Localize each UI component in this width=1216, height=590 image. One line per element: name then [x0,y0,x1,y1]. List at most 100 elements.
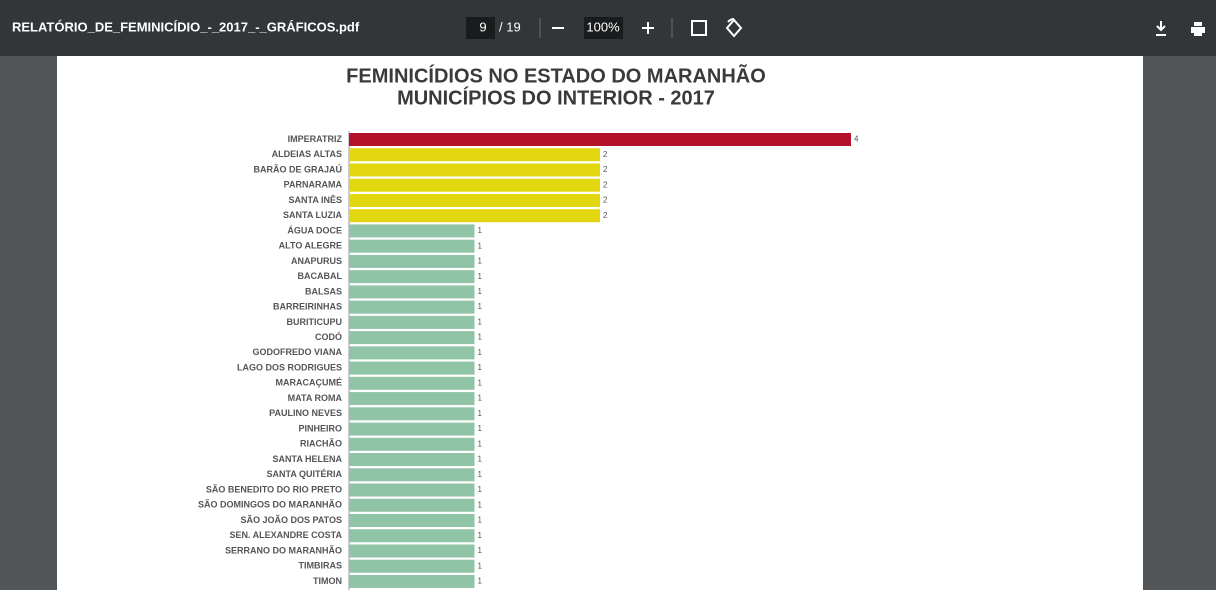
value-label: 1 [478,394,483,403]
bar [349,224,475,238]
chart-title: MUNICÍPIOS DO INTERIOR - 2017 [397,86,715,109]
value-label: 4 [854,135,859,144]
category-label: BURITICUPU [287,317,343,327]
value-label: 1 [478,500,483,509]
value-label: 1 [478,561,483,570]
bar [349,346,475,360]
bar [349,285,475,299]
bar [349,300,475,314]
value-label: 2 [603,196,608,205]
value-label: 1 [478,348,483,357]
category-label: BACABAL [298,271,343,281]
bar [349,574,475,588]
bar [349,209,600,223]
bar [349,483,475,497]
value-label: 1 [478,577,483,586]
value-label: 1 [478,302,483,311]
bar [349,270,475,284]
bar [349,529,475,543]
download-button[interactable] [1156,21,1166,36]
page-input[interactable] [466,17,495,39]
bar [349,468,475,482]
value-label: 2 [603,211,608,220]
category-label: ÁGUA DOCE [287,225,342,235]
bar [349,376,475,390]
category-label: SÃO JOÃO DOS PATOS [240,515,342,525]
category-label: PINHEIRO [298,423,342,433]
bar [349,239,475,253]
bar [349,544,475,558]
value-label: 1 [478,439,483,448]
value-label: 1 [478,409,483,418]
bar [349,407,475,421]
value-label: 2 [603,180,608,189]
bar [349,437,475,451]
value-label: 1 [478,363,483,372]
chart-title: FEMINICÍDIOS NO ESTADO DO MARANHÃO [346,64,766,87]
bar [349,361,475,375]
bar [349,498,475,512]
category-label: RIACHÃO [300,439,342,449]
category-label: TIMBIRAS [299,561,343,571]
zoom-level[interactable]: 100% [586,19,620,34]
category-label: SANTA LUZIA [283,210,342,220]
bar [349,315,475,329]
category-label: SÃO BENEDITO DO RIO PRETO [206,484,342,494]
print-button[interactable] [1191,22,1205,36]
page-number[interactable]: 9 [479,19,486,34]
category-label: SERRANO DO MARANHÃO [225,545,342,555]
value-label: 1 [478,546,483,555]
value-label: 1 [478,241,483,250]
category-label: GODOFREDO VIANA [252,347,342,357]
category-label: IMPERATRIZ [288,134,343,144]
category-label: TIMON [313,576,342,586]
bar [349,514,475,527]
bar [349,148,600,162]
zoom-input[interactable] [584,17,623,39]
value-label: 1 [478,317,483,326]
category-label: CODÓ [315,331,342,342]
category-label: SÃO DOMINGOS DO MARANHÃO [198,500,342,510]
category-label: MATA ROMA [288,393,343,403]
category-label: SANTA HELENA [273,454,343,464]
value-label: 1 [478,470,483,479]
bar [349,392,475,406]
category-label: PARNARAMA [284,180,343,190]
file-name: RELATÓRIO_DE_FEMINICÍDIO_-_2017_-_GRÁFIC… [12,19,360,34]
value-label: 1 [478,257,483,266]
category-label: SANTA QUITÉRIA [267,469,343,479]
fit-page-button[interactable] [691,20,707,36]
category-label: ALDEIAS ALTAS [272,149,342,159]
bar [349,422,475,436]
value-label: 2 [603,150,608,159]
bar [349,133,851,146]
value-label: 1 [478,531,483,540]
bar [349,254,475,268]
category-label: BARÃO DE GRAJAÚ [253,163,342,174]
bar [349,559,475,573]
value-label: 1 [478,287,483,296]
zoom-in-button[interactable] [642,22,654,34]
value-label: 1 [478,455,483,464]
bar [349,453,475,467]
value-label: 2 [603,165,608,174]
value-label: 1 [478,516,483,525]
bar [349,331,475,345]
category-label: MARACAÇUMÉ [276,378,343,388]
category-label: PAULINO NEVES [269,408,342,418]
page-total: / 19 [499,19,521,34]
category-label: BALSAS [305,286,342,296]
category-label: ALTO ALEGRE [279,241,342,251]
value-label: 1 [478,333,483,342]
category-label: ANAPURUS [291,256,342,266]
value-label: 1 [478,424,483,433]
category-label: LAGO DOS RODRIGUES [237,362,342,372]
category-label: SEN. ALEXANDRE COSTA [229,530,342,540]
bar [349,193,600,207]
bar [349,178,600,192]
category-label: SANTA INÊS [288,194,342,205]
value-label: 1 [478,226,483,235]
rotate-button[interactable] [725,18,743,38]
value-label: 1 [478,378,483,387]
